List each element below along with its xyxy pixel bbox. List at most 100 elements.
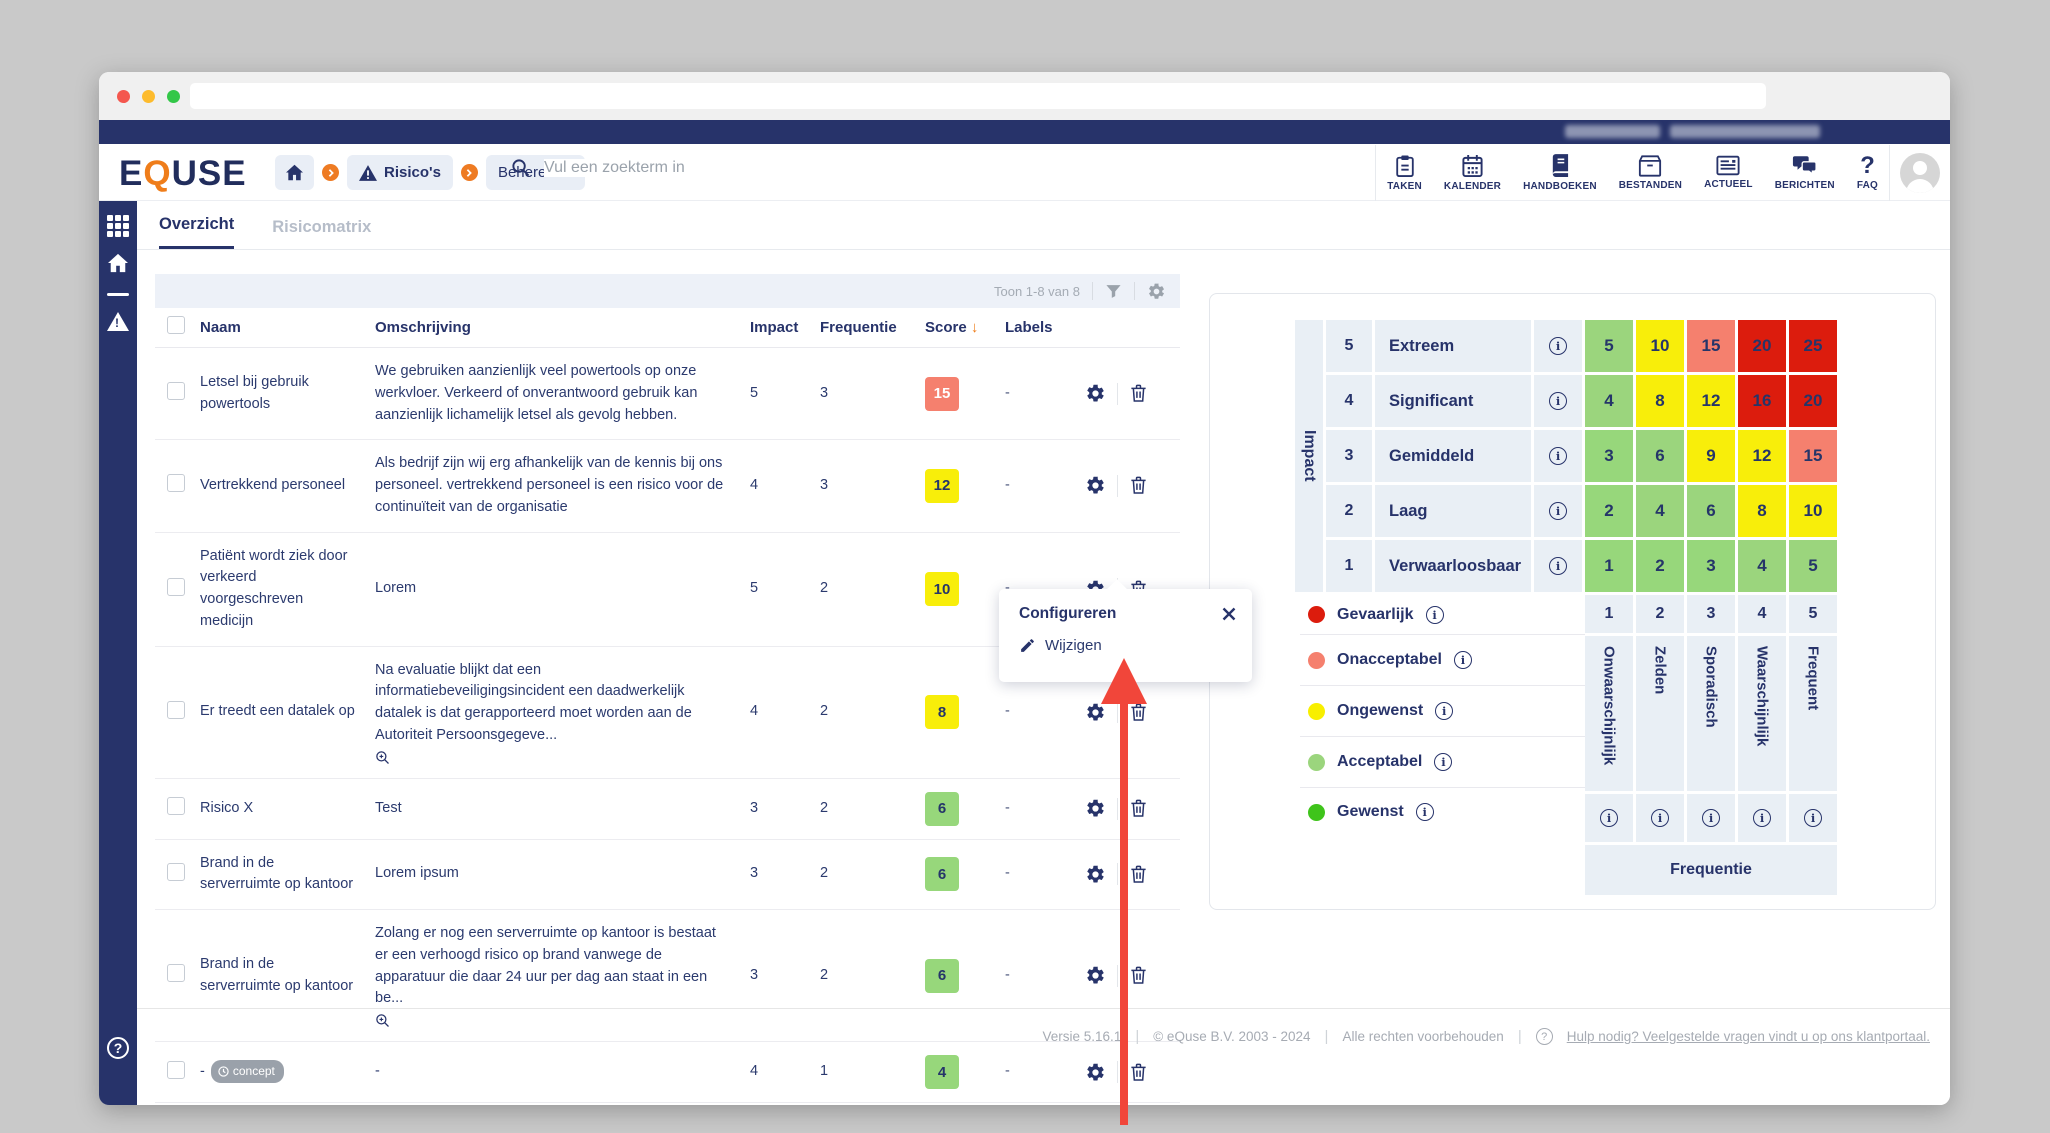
sidebar-home-icon[interactable] (107, 253, 129, 273)
row-configure-gear-icon[interactable] (1085, 475, 1106, 496)
column-header-naam[interactable]: Naam (200, 319, 241, 336)
breadcrumb-risicos[interactable]: Risico's (347, 155, 453, 190)
info-icon[interactable]: i (1434, 753, 1453, 771)
info-icon[interactable]: i (1453, 651, 1472, 669)
sidebar-help-icon[interactable]: ? (107, 1037, 129, 1059)
info-icon[interactable]: i (1425, 605, 1444, 624)
search-input[interactable] (544, 158, 1164, 177)
info-icon[interactable]: i (1600, 809, 1618, 827)
table-row[interactable]: Letsel bij gebruik powertools We gebruik… (155, 348, 1180, 441)
zoom-in-icon[interactable] (375, 750, 732, 765)
table-row[interactable]: Patiënt wordt ziek door verkeerd voorges… (155, 533, 1180, 647)
row-checkbox[interactable] (167, 577, 185, 596)
impact-level-number: 3 (1326, 430, 1372, 482)
address-bar[interactable] (190, 83, 1766, 109)
tab-overzicht[interactable]: Overzicht (159, 215, 235, 249)
row-checkbox[interactable] (167, 862, 185, 881)
column-header-impact[interactable]: Impact (750, 319, 799, 336)
table-toolbar: Toon 1-8 van 8 (155, 274, 1180, 308)
info-icon[interactable]: i (1415, 803, 1434, 821)
info-icon[interactable]: i (1753, 809, 1771, 827)
row-checkbox[interactable] (167, 700, 185, 719)
row-delete-trash-icon[interactable] (1129, 383, 1148, 404)
impact-level-label: Extreem (1375, 320, 1531, 372)
row-configure-gear-icon[interactable] (1085, 383, 1106, 404)
table-row[interactable]: Risico X Test 3 2 6 - (155, 779, 1180, 840)
row-delete-trash-icon[interactable] (1129, 702, 1148, 723)
nav-item-taken[interactable]: TAKEN (1376, 145, 1433, 201)
nav-item-kalender[interactable]: KALENDER (1433, 145, 1512, 201)
row-configure-gear-icon[interactable] (1085, 864, 1106, 885)
row-delete-trash-icon[interactable] (1129, 1062, 1148, 1083)
zoom-in-icon[interactable] (375, 1013, 732, 1028)
frequency-info-cell: i (1585, 794, 1633, 842)
row-actions (1075, 797, 1180, 820)
user-avatar[interactable] (1900, 152, 1940, 193)
tab-risicomatrix[interactable]: Risicomatrix (272, 218, 372, 236)
help-link[interactable]: Hulp nodig? Veelgestelde vragen vindt u … (1566, 1029, 1930, 1044)
nav-item-berichten[interactable]: BERICHTEN (1764, 145, 1846, 201)
column-header-score[interactable]: Score ↓ (925, 319, 979, 336)
legend-color-dot (1308, 702, 1325, 720)
info-icon[interactable]: i (1549, 447, 1567, 465)
table-row[interactable]: Vertrekkend personeel Als bedrijf zijn w… (155, 440, 1180, 533)
nav-item-bestanden[interactable]: BESTANDEN (1608, 145, 1693, 201)
info-icon[interactable]: i (1549, 557, 1567, 575)
maximize-window-button[interactable] (167, 90, 180, 103)
column-header-omschrijving[interactable]: Omschrijving (375, 319, 471, 336)
filter-icon[interactable] (1105, 283, 1122, 300)
risk-name: - concept (200, 1060, 375, 1084)
row-checkbox[interactable] (167, 797, 185, 815)
nav-item-handboeken[interactable]: HANDBOEKEN (1512, 145, 1608, 201)
info-icon[interactable]: i (1549, 337, 1567, 355)
popup-close-icon[interactable] (1222, 607, 1236, 621)
select-all-checkbox[interactable] (167, 316, 185, 334)
info-icon[interactable]: i (1549, 392, 1567, 410)
matrix-cell: 8 (1738, 485, 1786, 537)
matrix-cell: 4 (1738, 540, 1786, 592)
info-icon[interactable]: i (1651, 809, 1669, 827)
row-configure-gear-icon[interactable] (1085, 1062, 1106, 1083)
table-row[interactable]: - concept - 4 1 4 - (155, 1042, 1180, 1103)
info-icon[interactable]: i (1435, 702, 1454, 720)
matrix-cell: 20 (1738, 320, 1786, 372)
legend-label: Onacceptabel (1337, 651, 1442, 668)
row-configure-gear-icon[interactable] (1085, 798, 1106, 819)
row-delete-trash-icon[interactable] (1129, 798, 1148, 819)
risk-description: We gebruiken aanzienlijk veel powertools… (375, 363, 698, 423)
browser-toolbar (99, 72, 1950, 120)
nav-item-actueel[interactable]: ACTUEEL (1693, 145, 1764, 201)
table-row[interactable]: Er treedt een datalek op Na evaluatie bl… (155, 647, 1180, 779)
row-delete-trash-icon[interactable] (1129, 864, 1148, 885)
table-row[interactable]: Brand in de serverruimte op kantoor Lore… (155, 840, 1180, 910)
row-checkbox[interactable] (167, 1060, 185, 1079)
minimize-window-button[interactable] (142, 90, 155, 103)
nav-item-faq[interactable]: ? FAQ (1856, 151, 1878, 191)
info-icon[interactable]: i (1804, 809, 1822, 827)
impact-level-label: Significant (1375, 375, 1531, 427)
apps-grid-icon[interactable] (107, 215, 129, 237)
warning-triangle-icon (359, 164, 377, 181)
breadcrumb-home[interactable] (275, 155, 314, 190)
breadcrumb-risicos-label: Risico's (384, 164, 441, 181)
row-configure-gear-icon[interactable] (1085, 702, 1106, 723)
row-configure-gear-icon[interactable] (1085, 965, 1106, 986)
info-icon[interactable]: i (1702, 809, 1720, 827)
close-window-button[interactable] (117, 90, 130, 103)
sidebar-risks-icon[interactable] (107, 312, 129, 331)
row-checkbox[interactable] (167, 474, 185, 493)
column-header-frequentie[interactable]: Frequentie (820, 319, 897, 336)
row-delete-trash-icon[interactable] (1129, 965, 1148, 986)
equse-logo[interactable]: EQUSE (119, 154, 247, 193)
row-delete-trash-icon[interactable] (1129, 475, 1148, 496)
row-actions (1075, 964, 1180, 987)
column-header-labels[interactable]: Labels (1005, 319, 1053, 336)
matrix-cell: 10 (1789, 485, 1837, 537)
table-row[interactable]: Brand in de serverruimte op kantoor Zola… (155, 910, 1180, 1042)
popup-wijzigen-button[interactable]: Wijzigen (1019, 637, 1236, 654)
row-checkbox[interactable] (167, 382, 185, 401)
frequency-level-label: Onwaarschijnlijk (1585, 636, 1633, 791)
table-settings-gear-icon[interactable] (1147, 282, 1166, 301)
info-icon[interactable]: i (1549, 502, 1567, 520)
row-checkbox[interactable] (167, 964, 185, 982)
